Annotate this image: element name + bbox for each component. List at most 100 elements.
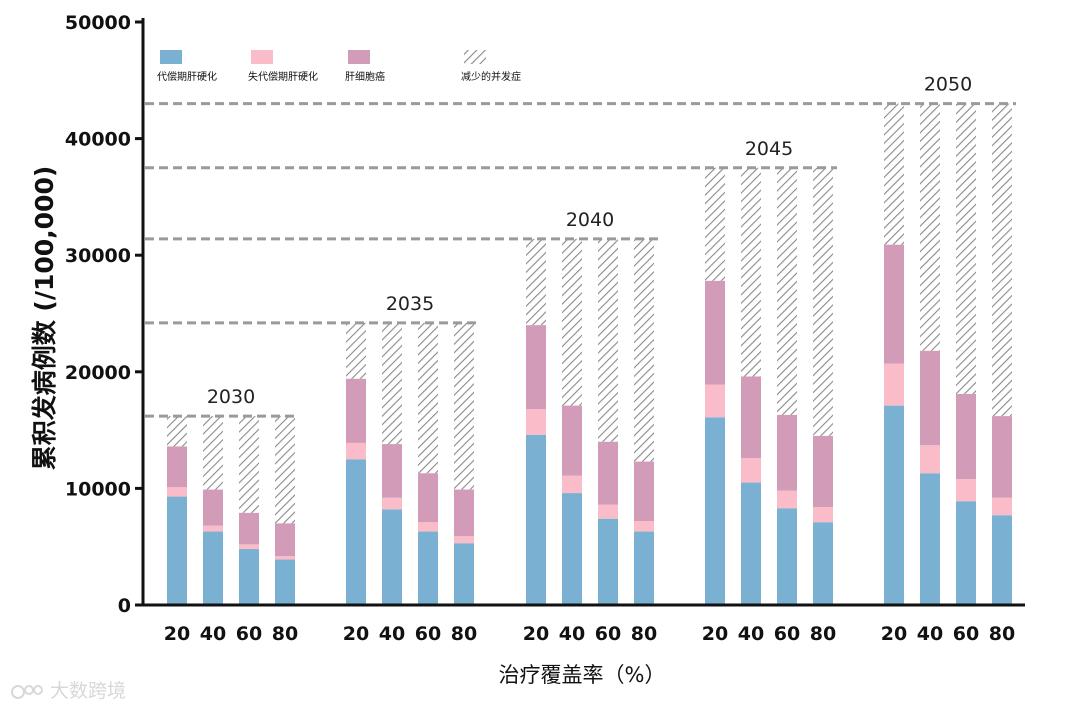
legend-label-comp: 代偿期肝硬化	[157, 70, 217, 83]
bar-compensated-cirrhosis	[777, 508, 797, 605]
bar-reduced-complications	[562, 238, 582, 406]
bar-hepatocellular-carcinoma	[884, 244, 904, 364]
bar-reduced-complications	[526, 238, 546, 326]
bar-decompensated-cirrhosis	[562, 475, 582, 494]
bar-hepatocellular-carcinoma	[167, 446, 187, 488]
x-tick-label: 60	[595, 623, 621, 645]
bar-compensated-cirrhosis	[956, 501, 976, 605]
year-label: 2040	[566, 209, 614, 231]
bar-reduced-complications	[418, 322, 438, 474]
bar-compensated-cirrhosis	[382, 509, 402, 605]
bar-compensated-cirrhosis	[418, 531, 438, 605]
bar-reduced-complications	[705, 167, 725, 281]
bar-decompensated-cirrhosis	[920, 445, 940, 474]
bar-hepatocellular-carcinoma	[418, 473, 438, 523]
bar-decompensated-cirrhosis	[705, 384, 725, 418]
bar-compensated-cirrhosis	[634, 531, 654, 605]
bar-reduced-complications	[920, 103, 940, 351]
year-label: 2050	[924, 74, 972, 96]
bar-decompensated-cirrhosis	[813, 507, 833, 523]
bar-decompensated-cirrhosis	[167, 487, 187, 497]
x-tick-label: 40	[559, 623, 585, 645]
bar-hepatocellular-carcinoma	[526, 325, 546, 410]
bar-decompensated-cirrhosis	[203, 525, 223, 532]
bar-hepatocellular-carcinoma	[598, 441, 618, 505]
bar-decompensated-cirrhosis	[992, 497, 1012, 516]
bar-decompensated-cirrhosis	[275, 556, 295, 560]
bar-decompensated-cirrhosis	[884, 363, 904, 406]
y-tick-label: 10000	[65, 478, 131, 500]
bar-reduced-complications	[634, 238, 654, 462]
bar-decompensated-cirrhosis	[526, 409, 546, 435]
x-tick-label: 80	[451, 623, 477, 645]
bar-decompensated-cirrhosis	[741, 458, 761, 483]
bar-decompensated-cirrhosis	[598, 504, 618, 519]
watermark: 大数跨境	[10, 676, 126, 703]
x-tick-label: 80	[631, 623, 657, 645]
bar-hepatocellular-carcinoma	[813, 435, 833, 508]
watermark-logo-icon	[11, 684, 43, 699]
bar-compensated-cirrhosis	[884, 405, 904, 605]
bar-compensated-cirrhosis	[992, 515, 1012, 605]
bar-compensated-cirrhosis	[454, 543, 474, 605]
bar-reduced-complications	[167, 416, 187, 447]
bar-decompensated-cirrhosis	[634, 521, 654, 532]
bar-reduced-complications	[275, 416, 295, 524]
legend-swatch-reduced	[464, 50, 486, 64]
bar-compensated-cirrhosis	[275, 559, 295, 605]
legend-swatch-comp	[160, 50, 182, 64]
x-tick-label: 60	[953, 623, 979, 645]
bar-reduced-complications	[992, 103, 1012, 417]
bar-hepatocellular-carcinoma	[956, 393, 976, 480]
bar-reduced-complications	[382, 322, 402, 445]
bar-hepatocellular-carcinoma	[920, 350, 940, 446]
bar-hepatocellular-carcinoma	[275, 523, 295, 557]
bar-compensated-cirrhosis	[705, 417, 725, 605]
x-tick-label: 20	[881, 623, 907, 645]
x-tick-label: 40	[917, 623, 943, 645]
x-tick-label: 80	[989, 623, 1015, 645]
bar-reduced-complications	[813, 167, 833, 436]
y-tick-label: 50000	[65, 12, 131, 34]
bar-reduced-complications	[777, 167, 797, 415]
bar-hepatocellular-carcinoma	[705, 280, 725, 385]
bar-hepatocellular-carcinoma	[634, 461, 654, 522]
x-tick-label: 60	[415, 623, 441, 645]
y-axis-title: 累积发病例数 (/100,000)	[30, 166, 59, 471]
bar-hepatocellular-carcinoma	[562, 405, 582, 476]
bar-compensated-cirrhosis	[346, 459, 366, 605]
y-tick-label: 0	[118, 595, 131, 617]
bar-compensated-cirrhosis	[562, 493, 582, 605]
bar-reduced-complications	[598, 238, 618, 442]
year-label: 2030	[207, 386, 255, 408]
legend-label-decomp: 失代偿期肝硬化	[248, 70, 318, 83]
bar-decompensated-cirrhosis	[418, 522, 438, 532]
x-tick-label: 20	[343, 623, 369, 645]
x-tick-label: 20	[164, 623, 190, 645]
bar-decompensated-cirrhosis	[956, 479, 976, 502]
bar-compensated-cirrhosis	[598, 518, 618, 605]
bar-hepatocellular-carcinoma	[992, 416, 1012, 498]
x-tick-label: 40	[379, 623, 405, 645]
legend-swatch-hcc	[348, 50, 370, 64]
bar-compensated-cirrhosis	[526, 434, 546, 605]
bar-compensated-cirrhosis	[239, 549, 259, 605]
bar-decompensated-cirrhosis	[454, 536, 474, 544]
year-label: 2045	[745, 138, 793, 160]
bar-reduced-complications	[454, 322, 474, 490]
x-tick-label: 40	[200, 623, 226, 645]
x-axis-title: 治疗覆盖率（%）	[499, 663, 666, 687]
x-tick-label: 40	[738, 623, 764, 645]
x-tick-label: 20	[702, 623, 728, 645]
bar-compensated-cirrhosis	[920, 473, 940, 605]
bar-reduced-complications	[741, 167, 761, 377]
y-tick-label: 40000	[65, 129, 131, 151]
bar-compensated-cirrhosis	[203, 531, 223, 605]
x-tick-label: 60	[774, 623, 800, 645]
legend-label-reduced: 减少的并发症	[461, 70, 521, 83]
bar-decompensated-cirrhosis	[382, 497, 402, 510]
bar-hepatocellular-carcinoma	[382, 444, 402, 498]
bar-reduced-complications	[203, 416, 223, 490]
watermark-text: 大数跨境	[50, 680, 127, 702]
